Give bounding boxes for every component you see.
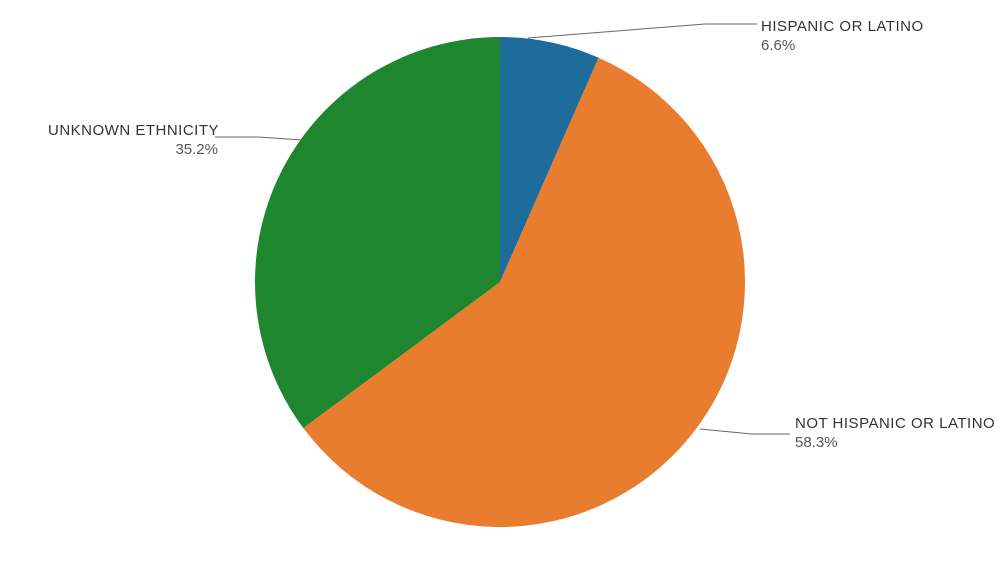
slice-label-unknown: UNKNOWN ETHNICITY35.2% (48, 122, 218, 160)
slice-label-hispanic: HISPANIC OR LATINO6.6% (761, 18, 924, 56)
slice-label-not-hispanic: NOT HISPANIC OR LATINO58.3% (795, 415, 995, 453)
slice-label-pct: 6.6% (761, 37, 924, 56)
leader-line-unknown (215, 137, 302, 140)
leader-line-not-hispanic (700, 429, 790, 434)
slice-label-pct: 58.3% (795, 434, 995, 453)
slice-label-name: HISPANIC OR LATINO (761, 18, 924, 37)
pie-svg (0, 0, 1000, 564)
leader-line-hispanic (528, 24, 757, 38)
pie-chart: HISPANIC OR LATINO6.6% NOT HISPANIC OR LA… (0, 0, 1000, 564)
slice-label-name: UNKNOWN ETHNICITY (48, 122, 218, 141)
slice-label-name: NOT HISPANIC OR LATINO (795, 415, 995, 434)
slice-label-pct: 35.2% (48, 141, 218, 160)
